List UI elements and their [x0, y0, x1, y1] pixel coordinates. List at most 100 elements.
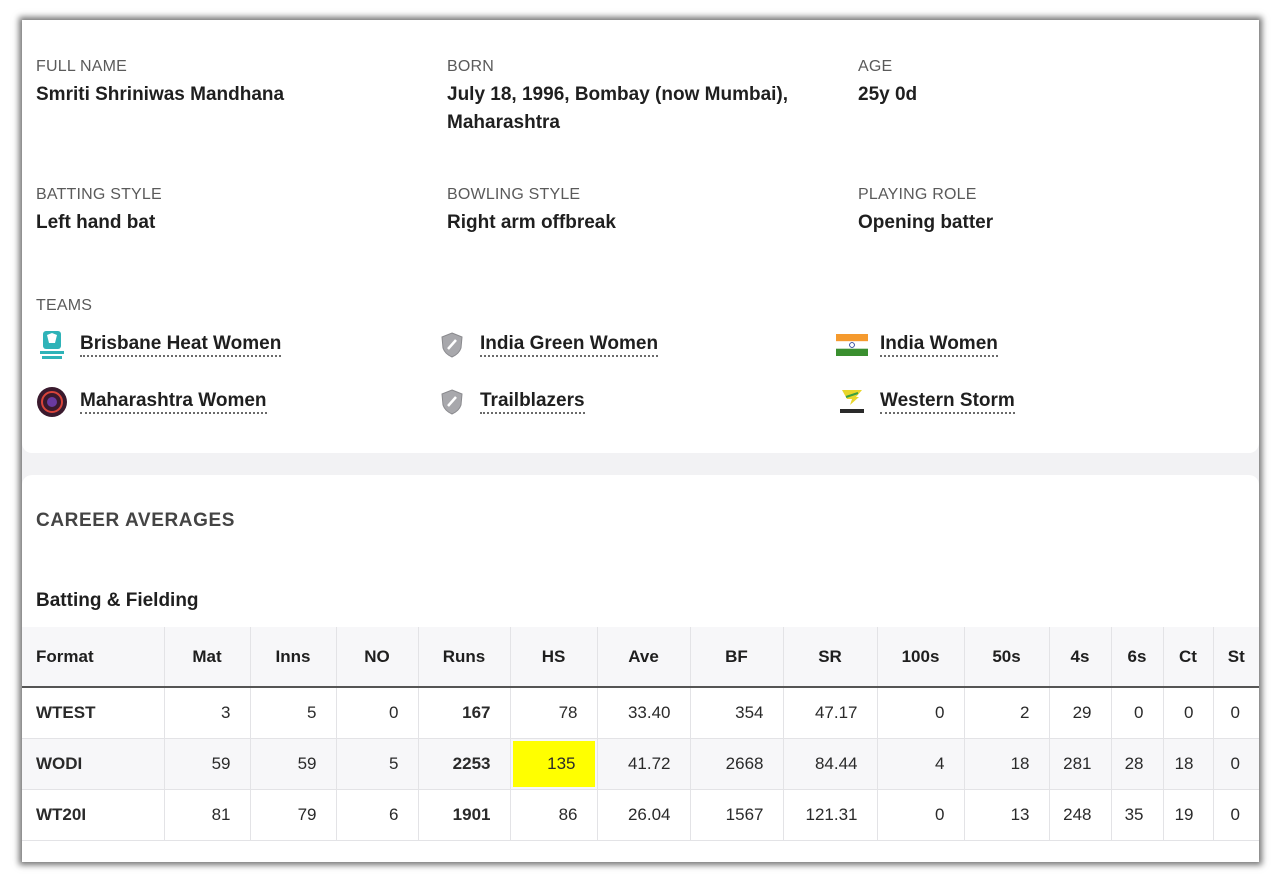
batting-style-label: BATTING STYLE — [36, 186, 162, 203]
table-cell: 19 — [1162, 789, 1213, 841]
teams-field: TEAMS — [36, 296, 92, 316]
table-row: WT20I 81 79 6 1901 86 26.04 1567 121.31 … — [22, 789, 1259, 841]
table-cell: 18 — [963, 738, 1049, 790]
format-cell: WT20I — [22, 789, 164, 841]
column-header: St — [1212, 627, 1259, 688]
table-cell: 0 — [335, 687, 418, 739]
team-link-india-women[interactable]: India Women — [880, 333, 998, 357]
team-item: India Green Women — [436, 328, 659, 362]
teams-label: TEAMS — [36, 297, 93, 314]
column-header: Mat — [163, 627, 250, 688]
age-label: AGE — [858, 58, 893, 75]
bowling-style-label: BOWLING STYLE — [447, 186, 581, 203]
table-cell: 84.44 — [782, 738, 877, 790]
playing-role-label: PLAYING ROLE — [858, 186, 977, 203]
runs-cell: 2253 — [417, 738, 510, 790]
age-field: AGE 25y 0d — [858, 57, 917, 109]
team-link-india-green-women[interactable]: India Green Women — [480, 333, 659, 357]
table-cell: 26.04 — [596, 789, 690, 841]
team-item: Brisbane Heat Women — [36, 328, 282, 362]
full-name-field: FULL NAME Smriti Shriniwas Mandhana — [36, 57, 284, 109]
full-name-value: Smriti Shriniwas Mandhana — [36, 84, 285, 105]
column-header: 6s — [1110, 627, 1163, 688]
column-header: Ct — [1162, 627, 1213, 688]
batting-fielding-subtitle: Batting & Fielding — [36, 590, 199, 611]
player-profile-frame: FULL NAME Smriti Shriniwas Mandhana BORN… — [22, 20, 1259, 862]
shield-icon — [436, 329, 468, 361]
table-cell: 0 — [876, 687, 964, 739]
table-cell: 5 — [249, 687, 336, 739]
table-cell: 33.40 — [596, 687, 690, 739]
table-header-row: Format Mat Inns NO Runs HS Ave BF SR 100… — [22, 627, 1259, 688]
runs-cell: 167 — [417, 687, 510, 739]
column-header: BF — [689, 627, 783, 688]
table-cell: 121.31 — [782, 789, 877, 841]
team-item: Trailblazers — [436, 385, 585, 419]
batting-style-value: Left hand bat — [36, 212, 156, 233]
column-header: Inns — [249, 627, 336, 688]
india-flag-icon — [836, 329, 868, 361]
team-item: Maharashtra Women — [36, 385, 267, 419]
column-header: 100s — [876, 627, 964, 688]
playing-role-field: PLAYING ROLE Opening batter — [858, 185, 993, 237]
table-cell: 0 — [1212, 687, 1259, 739]
age-value: 25y 0d — [858, 84, 918, 105]
table-cell: 0 — [1212, 738, 1259, 790]
career-averages-title: CAREER AVERAGES — [36, 510, 236, 531]
bowling-style-field: BOWLING STYLE Right arm offbreak — [447, 185, 616, 237]
brisbane-heat-logo-icon — [36, 329, 68, 361]
western-storm-logo-icon — [836, 386, 868, 418]
table-cell: 4 — [876, 738, 964, 790]
table-cell: 86 — [509, 789, 597, 841]
table-cell: 5 — [335, 738, 418, 790]
column-header: HS — [509, 627, 597, 688]
table-cell: 41.72 — [596, 738, 690, 790]
column-header: Format — [22, 627, 164, 688]
column-header: 50s — [963, 627, 1049, 688]
born-value: July 18, 1996, Bombay (now Mumbai), Maha… — [447, 81, 788, 137]
team-link-brisbane-heat-women[interactable]: Brisbane Heat Women — [80, 333, 282, 357]
column-header: Runs — [417, 627, 510, 688]
format-cell: WODI — [22, 738, 164, 790]
team-link-trailblazers[interactable]: Trailblazers — [480, 390, 585, 414]
table-cell: 35 — [1110, 789, 1163, 841]
team-link-western-storm[interactable]: Western Storm — [880, 390, 1015, 414]
table-cell: 1567 — [689, 789, 783, 841]
born-value-line1: July 18, 1996, Bombay (now Mumbai), — [447, 84, 789, 105]
table-cell: 354 — [689, 687, 783, 739]
bowling-style-value: Right arm offbreak — [447, 212, 616, 233]
table-cell: 81 — [163, 789, 250, 841]
table-cell: 29 — [1048, 687, 1111, 739]
table-cell: 59 — [249, 738, 336, 790]
table-cell: 0 — [1212, 789, 1259, 841]
table-cell: 3 — [163, 687, 250, 739]
born-field: BORN July 18, 1996, Bombay (now Mumbai),… — [447, 57, 788, 137]
table-cell: 6 — [335, 789, 418, 841]
column-header: SR — [782, 627, 877, 688]
profile-card: FULL NAME Smriti Shriniwas Mandhana BORN… — [22, 20, 1259, 453]
table-cell: 59 — [163, 738, 250, 790]
table-cell: 2668 — [689, 738, 783, 790]
table-cell: 0 — [1110, 687, 1163, 739]
format-cell: WTEST — [22, 687, 164, 739]
batting-fielding-table: Format Mat Inns NO Runs HS Ave BF SR 100… — [22, 627, 1259, 841]
born-label: BORN — [447, 58, 495, 75]
table-row: WTEST 3 5 0 167 78 33.40 354 47.17 0 2 2… — [22, 687, 1259, 739]
runs-cell: 1901 — [417, 789, 510, 841]
career-averages-card: CAREER AVERAGES Batting & Fielding Forma… — [22, 475, 1259, 862]
batting-style-field: BATTING STYLE Left hand bat — [36, 185, 162, 237]
table-cell: 13 — [963, 789, 1049, 841]
table-cell: 79 — [249, 789, 336, 841]
table-cell: 28 — [1110, 738, 1163, 790]
column-header: Ave — [596, 627, 690, 688]
table-cell: 281 — [1048, 738, 1111, 790]
highlighted-high-score: 135 — [512, 740, 595, 787]
playing-role-value: Opening batter — [858, 212, 994, 233]
table-cell: 0 — [1162, 687, 1213, 739]
team-link-maharashtra-women[interactable]: Maharashtra Women — [80, 390, 267, 414]
column-header: NO — [335, 627, 418, 688]
born-value-line2: Maharashtra — [447, 112, 560, 133]
full-name-label: FULL NAME — [36, 58, 128, 75]
team-item: India Women — [836, 328, 998, 362]
maharashtra-logo-icon — [36, 386, 68, 418]
